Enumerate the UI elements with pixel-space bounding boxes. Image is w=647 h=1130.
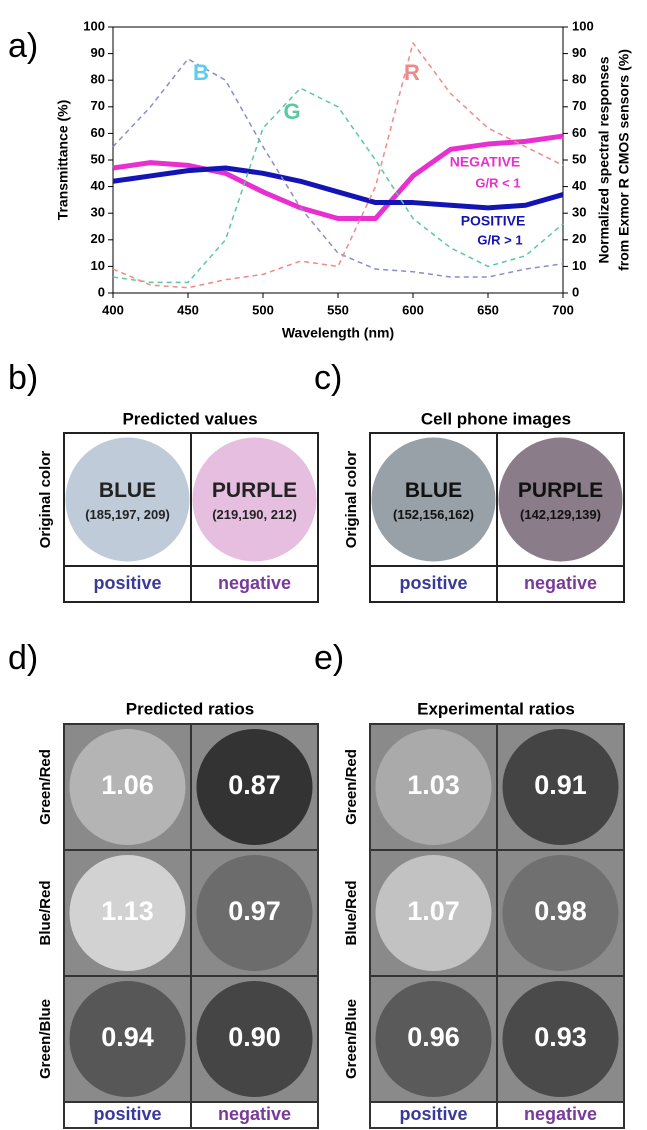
x-tick-label: 600 xyxy=(402,302,424,317)
ratio-value: 0.94 xyxy=(101,1022,154,1052)
panel-label: c) xyxy=(314,359,342,397)
x-axis-title: Wavelength (nm) xyxy=(282,325,394,341)
ratio-value: 1.03 xyxy=(407,770,460,800)
panel-label: d) xyxy=(8,639,38,677)
y2-tick-label: 100 xyxy=(572,18,594,33)
figure: a) 0 10 20 30 40 50 60 70 80 90 100 0 10 20 30 40 50 60 70 8… xyxy=(0,0,647,1130)
side-label: Original color xyxy=(37,451,54,549)
y2-tick-label: 70 xyxy=(572,98,586,113)
footer-label: negative xyxy=(524,573,597,593)
annotation: G/R < 1 xyxy=(475,175,520,190)
ratio-value: 0.97 xyxy=(228,896,281,926)
y-tick-label: 20 xyxy=(91,231,105,246)
y2-axis-title: from Exmor R CMOS sensors (%) xyxy=(616,49,632,271)
row-label: Blue/Red xyxy=(343,880,360,945)
panel-title: Cell phone images xyxy=(421,409,571,428)
panel-label: e) xyxy=(314,639,344,677)
x-tick-label: 500 xyxy=(252,302,274,317)
series-label: G xyxy=(283,99,300,124)
y2-tick-label: 90 xyxy=(572,45,586,60)
x-tick-label: 450 xyxy=(177,302,199,317)
side-label: Original color xyxy=(343,451,360,549)
row-label: Green/Blue xyxy=(343,999,360,1079)
y-tick-label: 0 xyxy=(98,284,105,299)
y-tick-label: 90 xyxy=(91,45,105,60)
y2-tick-label: 0 xyxy=(572,284,579,299)
rgb-code: (152,156,162) xyxy=(393,507,474,522)
ratio-value: 0.90 xyxy=(228,1022,281,1052)
x-tick-label: 400 xyxy=(102,302,124,317)
footer-label: negative xyxy=(524,1104,597,1124)
series-label: NEGATIVE xyxy=(450,154,521,170)
panel-title: Predicted values xyxy=(122,409,257,428)
annotation: G/R > 1 xyxy=(477,232,522,247)
series-label: B xyxy=(193,60,209,85)
y-tick-label: 50 xyxy=(91,151,105,166)
panel-label: b) xyxy=(8,359,38,397)
y-tick-label: 60 xyxy=(91,125,105,140)
x-tick-label: 550 xyxy=(327,302,349,317)
series-label: POSITIVE xyxy=(461,213,526,229)
y-tick-label: 70 xyxy=(91,98,105,113)
ratio-value: 0.93 xyxy=(534,1022,587,1052)
color-name: PURPLE xyxy=(212,479,297,502)
ratio-value: 1.06 xyxy=(101,770,154,800)
y2-tick-label: 10 xyxy=(572,258,586,273)
color-name: PURPLE xyxy=(518,479,603,502)
ratio-value: 0.98 xyxy=(534,896,587,926)
rgb-code: (185,197, 209) xyxy=(85,507,170,522)
row-label: Green/Red xyxy=(37,749,54,825)
footer-label: negative xyxy=(218,1104,291,1124)
rgb-code: (219,190, 212) xyxy=(212,507,297,522)
y-tick-label: 40 xyxy=(91,178,105,193)
row-label: Green/Red xyxy=(343,749,360,825)
footer-label: positive xyxy=(399,573,467,593)
x-tick-label: 700 xyxy=(552,302,574,317)
color-name: BLUE xyxy=(99,479,156,502)
footer-label: positive xyxy=(399,1104,467,1124)
series-label: R xyxy=(404,60,420,85)
y-axis-title: Transmittance (%) xyxy=(55,100,71,221)
y2-tick-label: 20 xyxy=(572,231,586,246)
rgb-code: (142,129,139) xyxy=(520,507,601,522)
footer-label: positive xyxy=(93,573,161,593)
y-tick-label: 10 xyxy=(91,258,105,273)
color-name: BLUE xyxy=(405,479,462,502)
panel-title: Predicted ratios xyxy=(126,699,255,718)
panel-title: Experimental ratios xyxy=(417,699,575,718)
ratio-value: 0.96 xyxy=(407,1022,460,1052)
y-tick-label: 30 xyxy=(91,205,105,220)
y2-tick-label: 30 xyxy=(572,205,586,220)
row-label: Blue/Red xyxy=(37,880,54,945)
y-tick-label: 100 xyxy=(83,18,105,33)
panel-label: a) xyxy=(8,27,38,65)
y-tick-label: 80 xyxy=(91,72,105,87)
y2-tick-label: 80 xyxy=(572,72,586,87)
footer-label: positive xyxy=(93,1104,161,1124)
ratio-value: 1.07 xyxy=(407,896,460,926)
ratio-value: 1.13 xyxy=(101,896,154,926)
footer-label: negative xyxy=(218,573,291,593)
ratio-value: 0.91 xyxy=(534,770,587,800)
y2-tick-label: 40 xyxy=(572,178,586,193)
ratio-value: 0.87 xyxy=(228,770,281,800)
y2-tick-label: 60 xyxy=(572,125,586,140)
y2-axis-title: Normalized spectral responses xyxy=(596,56,612,263)
row-label: Green/Blue xyxy=(37,999,54,1079)
x-tick-label: 650 xyxy=(477,302,499,317)
y2-tick-label: 50 xyxy=(572,151,586,166)
